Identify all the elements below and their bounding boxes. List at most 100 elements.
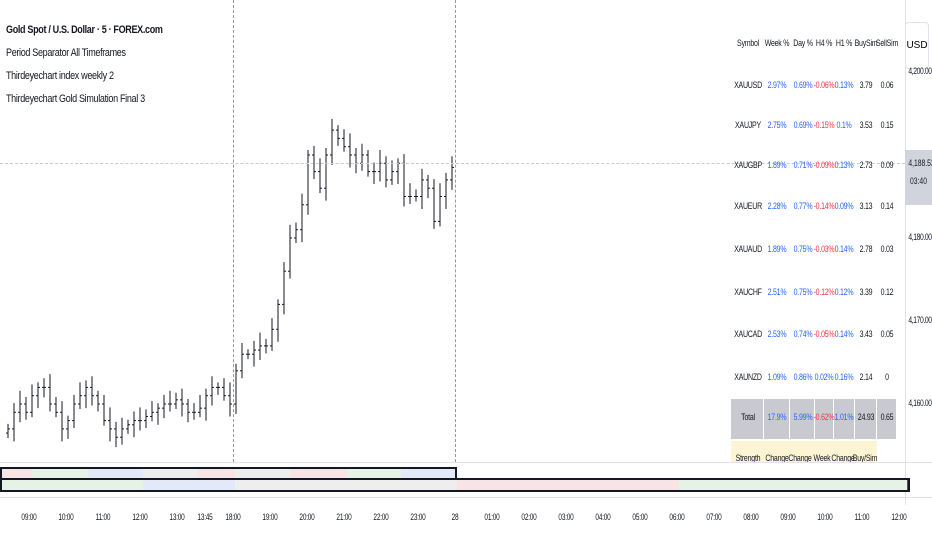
- price-chart[interactable]: [0, 0, 905, 462]
- ohlc-bar: [42, 378, 46, 398]
- ohlc-bar: [330, 118, 334, 165]
- ohlc-bar: [390, 160, 394, 185]
- ohlc-bar: [222, 378, 226, 401]
- ohlc-bar: [192, 403, 196, 420]
- ohlc-bar: [378, 150, 382, 182]
- price-label: 4,170.00: [908, 315, 932, 325]
- table-cell: 2.73: [859, 160, 873, 170]
- ohlc-bar: [360, 143, 364, 171]
- ohlc-bar: [12, 403, 16, 442]
- current-price-line: [0, 163, 905, 164]
- time-label: 13:45: [197, 512, 213, 522]
- time-label: 20:00: [299, 512, 315, 522]
- table-cell: 1.09%: [767, 372, 787, 382]
- ohlc-bar: [132, 411, 136, 438]
- ohlc-bar: [102, 394, 106, 426]
- table-cell: 2.28%: [767, 201, 787, 211]
- bar-countdown: 03:40: [910, 176, 927, 186]
- table-header: Day %: [793, 38, 813, 48]
- time-label: 05:00: [632, 512, 648, 522]
- ohlc-bar: [294, 222, 298, 243]
- ohlc-bar: [126, 419, 130, 434]
- table-cell: 2.53%: [767, 329, 787, 339]
- table-footer-row: [731, 441, 877, 463]
- table-symbol: XAUCAD: [734, 329, 762, 339]
- time-label: 01:00: [484, 512, 500, 522]
- table-cell: 0.14%: [834, 244, 854, 254]
- ohlc-bar: [60, 401, 64, 442]
- ohlc-bar: [66, 415, 70, 439]
- time-label: 12:00: [132, 512, 148, 522]
- ohlc-bar: [282, 262, 286, 315]
- ohlc-bar: [162, 394, 166, 419]
- total-cell-bg: [834, 399, 855, 439]
- ohlc-bar: [312, 145, 316, 180]
- ohlc-bar: [36, 382, 40, 409]
- current-price-badge: 4,188.53 03:40: [905, 150, 932, 205]
- time-label: 09:00: [780, 512, 796, 522]
- table-total-cell: 1.01%: [834, 412, 854, 422]
- table-symbol: XAUGBP: [734, 160, 762, 170]
- total-cell-bg: [815, 399, 834, 439]
- price-label: 4,200.00: [908, 66, 932, 76]
- table-footer-cell: Strength: [735, 453, 761, 463]
- ohlc-bar: [336, 125, 340, 146]
- ohlc-bar: [420, 168, 424, 209]
- ohlc-bar: [174, 392, 178, 409]
- ohlc-bar: [300, 193, 304, 243]
- table-cell: 0.15: [880, 120, 894, 130]
- ohlc-bar: [96, 390, 100, 412]
- time-label: 23:00: [410, 512, 426, 522]
- table-cell: 0.75%: [793, 287, 813, 297]
- table-cell: 2.97%: [767, 80, 787, 90]
- time-label: 06:00: [669, 512, 685, 522]
- ohlc-bar: [306, 150, 310, 215]
- table-cell: 0.12%: [834, 287, 854, 297]
- period-separator: [233, 0, 234, 462]
- indicator-legend[interactable]: Thirdeyechart index weekly 2: [6, 70, 114, 82]
- session-strip-bottom: [0, 478, 910, 492]
- time-label: 11:00: [95, 512, 111, 522]
- ohlc-bar: [426, 174, 430, 199]
- table-header: Symbol: [736, 38, 760, 48]
- table-cell: 0.12: [880, 287, 894, 297]
- ohlc-bar: [324, 147, 328, 201]
- ohlc-bar: [264, 338, 268, 354]
- total-cell-bg: [790, 399, 815, 439]
- ohlc-bar: [450, 156, 454, 190]
- table-cell: 3.39: [859, 287, 873, 297]
- table-cell: 0.75%: [793, 244, 813, 254]
- ohlc-bar: [150, 401, 154, 422]
- table-cell: 0.03: [880, 244, 894, 254]
- ohlc-bar: [120, 417, 124, 445]
- time-label: 09:00: [21, 512, 37, 522]
- table-cell: 0.13%: [834, 160, 854, 170]
- total-cell-bg: [731, 399, 764, 439]
- ohlc-bar: [6, 423, 10, 439]
- table-total-cell: 17.9%: [767, 412, 787, 422]
- ohlc-bar: [318, 158, 322, 194]
- ohlc-bar: [78, 382, 82, 409]
- table-cell: 0.77%: [793, 201, 813, 211]
- pane-divider[interactable]: [0, 462, 932, 463]
- ohlc-bar: [372, 162, 376, 185]
- symbol-title[interactable]: Gold Spot / U.S. Dollar · 5 · FOREX.com: [6, 24, 163, 36]
- price-axis[interactable]: [905, 0, 932, 505]
- indicator-legend[interactable]: Thirdeyechart Gold Simulation Final 3: [6, 93, 145, 105]
- ohlc-bar: [246, 349, 250, 360]
- table-cell: 3.43: [859, 329, 873, 339]
- table-symbol: XAUNZD: [734, 372, 762, 382]
- table-cell: -0.06%: [813, 80, 835, 90]
- table-symbol: XAUAUD: [734, 244, 762, 254]
- ohlc-bar: [210, 376, 214, 406]
- table-cell: 0.14: [880, 201, 894, 211]
- table-cell: 3.13: [859, 201, 873, 211]
- ohlc-bar: [276, 299, 280, 342]
- ohlc-bar: [384, 156, 388, 188]
- indicator-legend[interactable]: Period Separator All Timeframes: [6, 47, 126, 59]
- table-cell: 0.1%: [836, 120, 852, 130]
- time-label: 28: [451, 512, 459, 522]
- ohlc-bar: [54, 396, 58, 418]
- currency-button[interactable]: USD: [905, 22, 929, 69]
